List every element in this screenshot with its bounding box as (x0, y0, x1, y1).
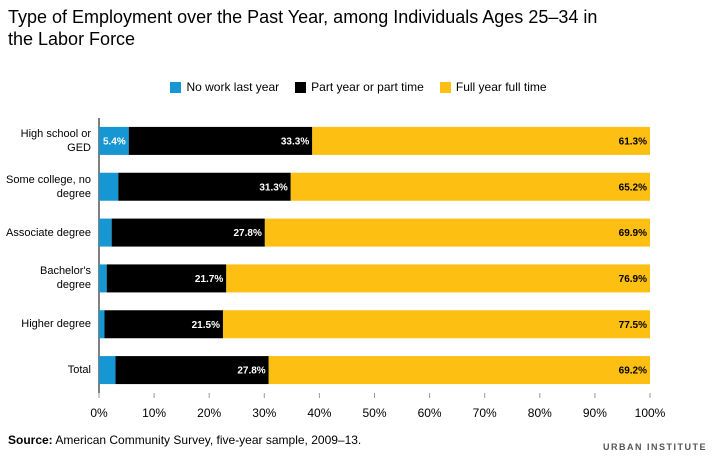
y-tick-label: Associate degree (6, 226, 91, 239)
x-tick-label: 20% (197, 406, 221, 420)
value-label: 69.2% (619, 366, 647, 377)
x-tick-label: 70% (473, 406, 497, 420)
y-tick-label: Total (67, 364, 91, 377)
bar-segment (268, 356, 650, 385)
legend-item: Part year or part time (295, 80, 424, 94)
x-tick-label: 80% (528, 406, 552, 420)
bar-segment (99, 172, 119, 201)
legend-label: Full year full time (455, 80, 547, 94)
source-label: Source: (8, 433, 53, 447)
bar-segment (99, 126, 129, 155)
legend-swatch (295, 81, 307, 93)
value-label: 76.9% (619, 274, 647, 285)
bar-segment (290, 172, 650, 201)
bar-segment (106, 264, 227, 293)
legend-swatch (439, 81, 451, 93)
x-tick-label: 0% (90, 406, 108, 420)
bar-segment (264, 218, 650, 247)
bar-segment (312, 126, 650, 155)
bar-segment (104, 310, 223, 339)
legend-swatch (170, 81, 182, 93)
bar-segment (226, 264, 650, 293)
value-label: 69.9% (619, 228, 647, 239)
bar-segment (222, 310, 650, 339)
x-tick-label: 50% (362, 406, 386, 420)
value-label: 65.2% (619, 182, 647, 193)
source-text: American Community Survey, five-year sam… (55, 433, 362, 447)
value-label: 61.3% (619, 137, 647, 148)
y-tick-label: Some college, no degree (6, 173, 91, 200)
bar-segment (99, 264, 107, 293)
x-tick-label: 40% (307, 406, 331, 420)
bar-segment (111, 218, 265, 247)
y-tick-label: Bachelor's degree (39, 265, 91, 292)
bar-segment (128, 126, 313, 155)
value-label: 31.3% (259, 182, 287, 193)
legend: No work last year Part year or part time F… (0, 80, 717, 94)
y-tick-label: Higher degree (21, 318, 91, 331)
x-tick-label: 90% (583, 406, 607, 420)
legend-item: No work last year (170, 80, 279, 94)
value-label: 27.8% (233, 228, 261, 239)
bar-segment (115, 356, 269, 385)
bar-segment (99, 356, 116, 385)
x-tick-label: 10% (142, 406, 166, 420)
value-label: 33.3% (281, 137, 309, 148)
x-tick-label: 30% (252, 406, 276, 420)
value-label: 5.4% (103, 137, 126, 148)
value-label: 21.7% (195, 274, 223, 285)
bar-segment (99, 218, 112, 247)
value-label: 27.8% (237, 366, 265, 377)
bar-segment (118, 172, 291, 201)
legend-label: Part year or part time (311, 80, 424, 94)
x-tick-label: 60% (418, 406, 442, 420)
source-note: Source: American Community Survey, five-… (8, 433, 361, 447)
legend-item: Full year full time (439, 80, 547, 94)
y-tick-label: High school or GED (20, 127, 91, 154)
legend-label: No work last year (186, 80, 280, 94)
value-label: 77.5% (619, 320, 647, 331)
bar-segment (99, 310, 105, 339)
value-label: 21.5% (192, 320, 220, 331)
x-tick-label: 100% (635, 406, 666, 420)
chart-title: Type of Employment over the Past Year, a… (8, 7, 598, 49)
brand: URBAN INSTITUTE (603, 442, 707, 452)
